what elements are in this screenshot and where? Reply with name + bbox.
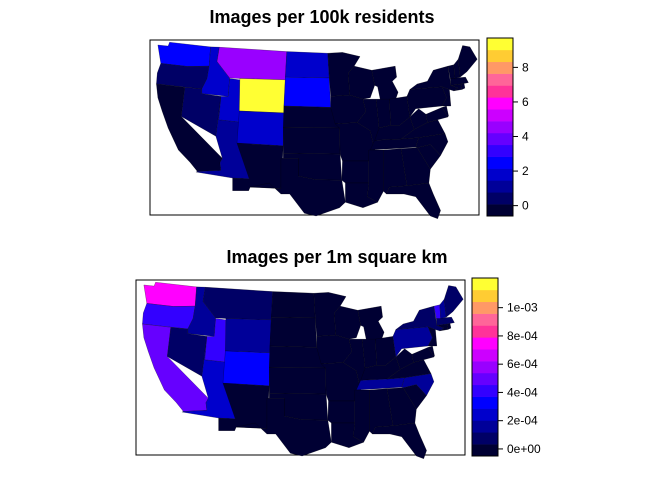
legend-swatch [472,408,498,421]
state-tx [250,158,346,217]
state-wi [348,66,375,100]
state-nd [271,291,316,319]
state-ne [269,345,326,369]
legend-swatch [487,132,513,146]
state-ks [269,367,327,395]
legend-swatch [472,361,498,374]
legend-swatch [472,301,498,314]
state-fl [386,182,441,219]
state-sd [283,77,331,108]
state-de [441,105,449,118]
legend-swatch [487,38,513,51]
legend-swatch [472,349,498,362]
state-ks [283,127,341,155]
color-legend: 0e+00 2e-04 4e-04 6e-04 8e-04 1e-03 [471,277,541,457]
legend-tick-label: 0 [522,199,529,213]
legend-tick-label: 2 [522,164,529,178]
legend-swatch [472,420,498,433]
legend-swatch [487,109,513,122]
state-mi [371,66,399,102]
state-wy [239,78,286,113]
map-title: Images per 100k residents [209,7,434,27]
legend-tick-label: 1e-03 [507,301,538,315]
state-ar [341,160,369,184]
legend-swatch [472,432,498,445]
legend-tick-label: 4e-04 [507,385,538,399]
state-ga [386,387,417,426]
legend-swatch [487,61,513,74]
legend-tick-label: 4 [522,130,529,144]
legend-swatch [487,49,513,63]
legend-swatch [472,444,498,457]
state-mt [202,287,273,320]
us-states-map [142,282,464,459]
legend-swatch [472,313,498,326]
legend-tick-label: 6e-04 [507,357,538,371]
legend-swatch [472,372,498,386]
legend-swatch [487,97,513,110]
state-md [425,107,449,123]
state-ar [327,400,355,424]
legend-tick-label: 8e-04 [507,329,538,343]
state-co [222,350,270,386]
color-legend: 0 2 4 6 8 [486,37,529,217]
legend-swatch [487,85,513,98]
state-ne [283,105,340,129]
state-wy [225,318,272,353]
legend-swatch [472,396,498,409]
state-mt [216,47,287,80]
state-wa [143,282,197,307]
state-co [236,110,284,146]
legend-swatch [487,192,513,205]
state-fl [372,422,427,459]
legend-frame [471,277,499,457]
legend-swatch [487,180,513,193]
state-ms [353,389,370,443]
state-ms [367,149,384,203]
state-md [411,347,435,363]
us-states-map [156,42,478,219]
legend-swatch [472,278,498,291]
state-sd [269,317,317,348]
state-ma [436,317,455,326]
legend-swatch [487,73,513,86]
state-wi [334,306,361,340]
legend-swatch [487,168,513,181]
state-ga [400,147,431,186]
legend-tick-label: 8 [522,60,529,74]
legend-swatch [487,121,513,134]
state-de [427,345,435,358]
legend-tick-label: 6 [522,95,529,109]
state-tx [236,398,332,457]
legend-frame [486,37,514,217]
state-me [458,45,478,78]
map-panel-area: Images per 1m square km 0e+00 2e-04 4e-04 6… [135,247,541,459]
legend-swatch [472,337,498,350]
legend-swatch [472,384,498,397]
legend-swatch [487,144,513,157]
legend-swatch [487,156,513,169]
legend-swatch [472,325,498,338]
legend-swatch [487,204,513,217]
legend-tick-label: 2e-04 [507,414,538,428]
legend-swatch [472,289,498,303]
map-title: Images per 1m square km [226,247,447,267]
state-nd [285,51,330,79]
state-wa [157,42,211,67]
state-mi [357,306,385,342]
state-me [444,285,464,318]
legend-tick-label: 0e+00 [507,442,541,456]
map-panel-residents: Images per 100k residents 0 2 4 6 8 [149,7,529,219]
state-ma [450,77,469,86]
